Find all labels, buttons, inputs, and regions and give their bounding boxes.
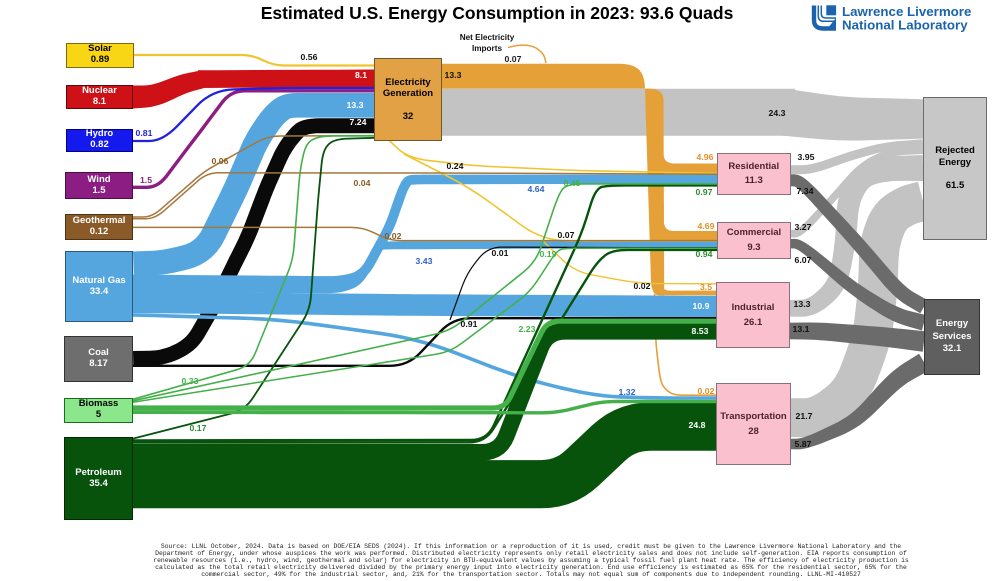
- svg-text:National Laboratory: National Laboratory: [842, 18, 968, 33]
- svg-text:Lawrence Livermore: Lawrence Livermore: [842, 4, 971, 19]
